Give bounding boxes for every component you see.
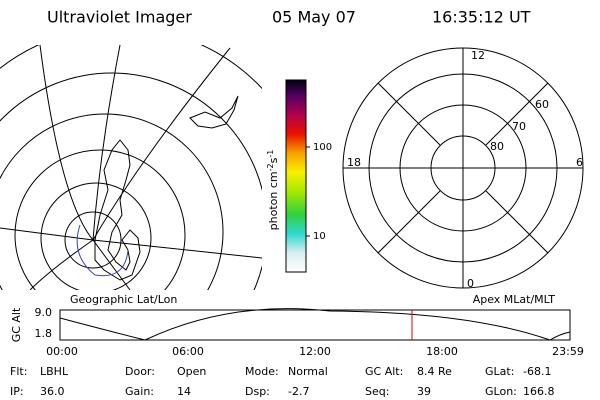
diagonal	[377, 82, 549, 254]
info-label: Mode:	[245, 365, 279, 378]
x-tick-label: 18:00	[426, 345, 458, 358]
info-value: 14	[177, 385, 191, 398]
colorbar-tick-label: 10	[313, 231, 326, 242]
info-label: Flt:	[10, 365, 27, 378]
colorbar-tick-label: 100	[313, 142, 332, 153]
mlat-label: 80	[490, 140, 504, 153]
colorbar-label: photon cm-2s-1	[266, 150, 281, 231]
title: Ultraviolet Imager	[47, 8, 192, 27]
unit-part: s	[267, 157, 280, 163]
info-value: -68.1	[523, 365, 551, 378]
info-label: Dsp:	[245, 385, 270, 398]
lat-circle	[14, 149, 186, 290]
y-label: GC Alt	[10, 307, 23, 342]
mlat-label: 60	[535, 98, 549, 111]
y-tick-label: 9.0	[35, 306, 53, 319]
info-label: Door:	[125, 365, 155, 378]
info-value: Open	[177, 365, 206, 378]
geographic-map	[0, 45, 262, 290]
coastline	[94, 139, 141, 281]
info-value: 166.8	[523, 385, 555, 398]
x-tick-label: 00:00	[46, 345, 78, 358]
info-value: 8.4 Re	[417, 365, 452, 378]
lat-circle	[40, 182, 152, 290]
lat-circle	[0, 72, 262, 290]
coastline	[189, 95, 239, 129]
colorbar	[285, 79, 307, 273]
altitude-curve	[59, 308, 571, 341]
panel-label: Geographic Lat/Lon	[70, 293, 177, 306]
info-label: GLon:	[485, 385, 517, 398]
polar-plot: 12 18 6 0 60 70 80	[342, 47, 584, 290]
info-panel: Flt: LBHL Door: Open Mode: Normal GC Alt: 8.4 R…	[10, 365, 555, 398]
info-label: Seq:	[365, 385, 389, 398]
mlt-label: 0	[467, 277, 474, 290]
info-label: IP:	[10, 385, 24, 398]
info-value: 39	[417, 385, 431, 398]
mlt-label: 6	[576, 156, 583, 169]
info-label: GLat:	[485, 365, 514, 378]
lat-circle	[0, 113, 224, 290]
x-tick-label: 06:00	[172, 345, 204, 358]
info-label: GC Alt:	[365, 365, 403, 378]
oval-trace	[76, 224, 129, 277]
meridian	[0, 45, 262, 290]
info-value: LBHL	[40, 365, 69, 378]
lat-circle	[64, 211, 122, 269]
mlt-label: 12	[471, 49, 485, 62]
mlt-label: 18	[347, 156, 361, 169]
unit-exponent: -2	[266, 163, 275, 171]
mlat-label: 70	[512, 120, 526, 133]
unit-part: photon cm	[267, 171, 280, 230]
y-tick-label: 1.8	[35, 327, 53, 340]
info-value: Normal	[288, 365, 328, 378]
info-value: 36.0	[40, 385, 65, 398]
unit-exponent: -1	[266, 150, 275, 158]
x-tick-label: 12:00	[299, 345, 331, 358]
time: 16:35:12 UT	[432, 8, 531, 27]
panel-label: Apex MLat/MLT	[473, 293, 556, 306]
info-label: Gain:	[125, 385, 154, 398]
info-value: -2.7	[288, 385, 309, 398]
date: 05 May 07	[272, 8, 356, 27]
x-tick-label: 23:59	[552, 345, 584, 358]
